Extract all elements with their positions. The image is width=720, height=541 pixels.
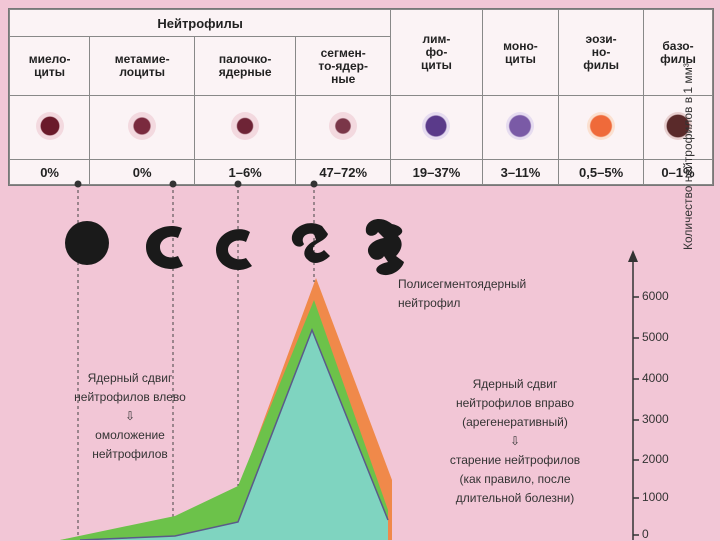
nucleus-band <box>216 229 252 271</box>
tick-6000: 6000 <box>642 289 669 303</box>
cell-image-monocyte <box>481 95 560 161</box>
tick-4000: 4000 <box>642 371 669 385</box>
cell-image-basophil <box>642 95 714 161</box>
curve-teal-area <box>80 330 388 540</box>
nucleus-segmented <box>291 223 330 263</box>
tick-0: 0 <box>642 527 649 541</box>
value-segmented: 47–72% <box>295 159 392 185</box>
cell-image-segmented <box>295 95 392 161</box>
value-eosinophils: 0,5–5% <box>558 159 644 185</box>
y-axis-label: Количество нейтрофилов в 1 мм³ <box>681 63 695 250</box>
value-myelocytes: 0% <box>8 159 91 185</box>
col-name-myelocytes: миело- циты <box>8 35 91 97</box>
tick-3000: 3000 <box>642 412 669 426</box>
y-axis-ticks <box>633 296 639 536</box>
cell-table: Нейтрофилы лим- фо- циты моно- циты эози… <box>8 8 714 186</box>
cell-image-lymphocyte <box>390 95 483 161</box>
annotation-right-shift: Ядерный сдвиг нейтрофилов вправо (ареген… <box>449 377 581 505</box>
cell-image-myelocyte <box>8 95 91 161</box>
cell-image-band <box>194 95 297 161</box>
col-name-lymphocytes: лим- фо- циты <box>390 8 483 97</box>
value-monocytes: 3–11% <box>481 159 560 185</box>
col-name-metamyelocytes: метамие- лоциты <box>89 35 196 97</box>
guide-dots <box>74 180 318 188</box>
cell-image-metamyelocyte <box>89 95 196 161</box>
tick-5000: 5000 <box>642 330 669 344</box>
value-metamyelocytes: 0% <box>89 159 196 185</box>
cell-image-eosinophil <box>558 95 644 161</box>
tick-1000: 1000 <box>642 490 669 504</box>
y-axis-arrow <box>628 250 638 262</box>
tick-2000: 2000 <box>642 452 669 466</box>
value-lymphocytes: 19–37% <box>390 159 483 185</box>
nucleus-metamyelocyte <box>146 226 183 269</box>
col-name-eosinophils: эози- но- филы <box>558 8 644 97</box>
value-basophils: 0–1% <box>642 159 714 185</box>
annotation-left-shift: Ядерный сдвиг нейтрофилов влево ⇩ омолож… <box>74 371 186 461</box>
col-name-monocytes: моно- циты <box>481 8 560 97</box>
nucleus-polysegmented <box>365 218 404 276</box>
annotation-polysegmented: Полисегментоядерный нейтрофил <box>398 277 527 310</box>
col-name-segmented: сегмен- то-ядер- ные <box>295 35 392 97</box>
col-name-basophils: базо- филы <box>642 8 714 97</box>
curve-line <box>79 327 389 540</box>
nucleus-myelocyte <box>65 221 109 265</box>
